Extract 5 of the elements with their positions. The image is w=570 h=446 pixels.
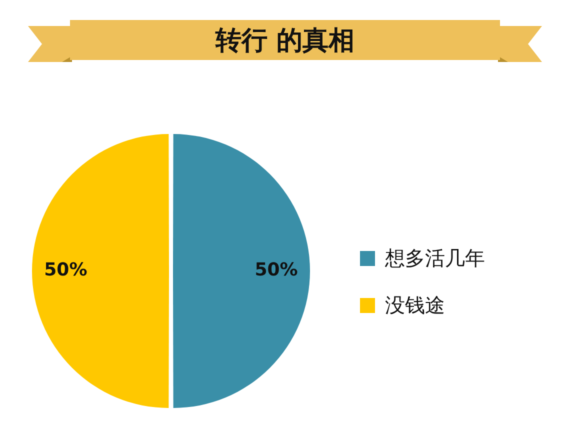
data-label: 50% xyxy=(44,260,88,281)
chart-title: 转行 的真相 xyxy=(70,20,500,62)
legend-label: 没钱途 xyxy=(385,292,445,319)
data-label: 50% xyxy=(254,260,298,281)
legend-label: 想多活几年 xyxy=(385,245,485,272)
